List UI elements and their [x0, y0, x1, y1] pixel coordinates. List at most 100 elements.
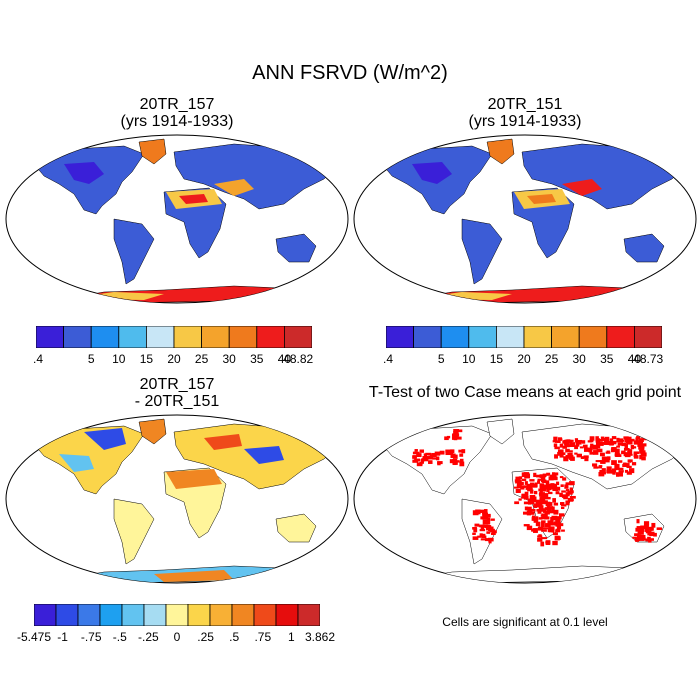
significant-cell — [617, 472, 623, 477]
significant-cell — [638, 446, 644, 450]
colorbar-label: 25 — [194, 352, 209, 366]
significant-cell — [553, 502, 559, 506]
panel3-title-line1: 20TR_157 — [139, 376, 215, 393]
significant-cell — [555, 528, 560, 533]
significant-cell — [543, 494, 549, 500]
panel1-title: 20TR_157 (yrs 1914-1933) — [4, 96, 350, 130]
colorbar-box — [606, 325, 635, 349]
significant-cell — [651, 522, 656, 528]
significant-cell — [555, 491, 560, 495]
significant-cell — [599, 452, 605, 457]
significant-cell — [531, 499, 537, 503]
significant-cell — [541, 513, 546, 519]
significant-cell — [633, 455, 639, 459]
colorbar-label: .5 — [229, 630, 240, 644]
significant-cell — [579, 446, 584, 449]
significant-cell — [633, 440, 640, 445]
significant-cell — [518, 498, 522, 501]
significant-cell — [439, 450, 445, 455]
significant-cell — [548, 510, 555, 514]
significant-cell — [473, 527, 478, 533]
colorbar-box — [90, 325, 120, 349]
significant-cell — [583, 455, 589, 459]
significant-cell — [637, 530, 642, 535]
significant-cell — [432, 457, 437, 460]
significant-cell — [624, 438, 629, 443]
significant-cell — [482, 510, 486, 515]
significant-cell — [616, 437, 620, 443]
significant-cell — [589, 451, 594, 455]
significant-cell — [585, 447, 591, 451]
significant-cell — [635, 537, 639, 542]
colorbar-box — [209, 603, 233, 627]
significant-cell — [541, 537, 548, 540]
significant-cell — [553, 509, 559, 515]
significant-cell — [544, 500, 548, 504]
significant-cell — [634, 533, 640, 537]
significant-cell — [563, 456, 569, 462]
panel2-map — [353, 134, 697, 304]
significant-cell — [640, 443, 647, 447]
colorbar-box — [146, 325, 175, 349]
significant-cell — [595, 442, 600, 447]
significant-cell — [574, 452, 578, 455]
significant-cell — [551, 528, 555, 533]
colorbar-box — [55, 603, 79, 627]
significant-cell — [604, 459, 610, 463]
significant-cell — [525, 487, 530, 490]
significant-cell — [539, 488, 543, 493]
panel4-map — [353, 414, 697, 584]
significant-cell — [412, 451, 418, 455]
significant-cell — [617, 442, 622, 446]
significant-cell — [559, 443, 564, 448]
significant-cell — [490, 518, 495, 521]
significant-cell — [454, 433, 460, 437]
significant-cell — [482, 519, 489, 525]
colorbar-box — [275, 603, 299, 627]
significant-cell — [554, 536, 561, 541]
significant-cell — [459, 453, 464, 457]
colorbar-box — [283, 325, 313, 349]
panel3-colorbar — [33, 603, 321, 627]
significant-cell — [521, 478, 527, 481]
significant-cell — [525, 507, 532, 511]
significant-cell — [556, 486, 561, 491]
significant-cell — [526, 525, 533, 531]
colorbar-label: 30 — [222, 352, 236, 366]
significant-cell — [453, 436, 458, 441]
significant-cell — [638, 538, 645, 541]
significant-cell — [640, 529, 644, 535]
significant-cell — [569, 450, 573, 453]
colorbar-label: 0 — [173, 630, 181, 644]
significant-cell — [481, 535, 487, 539]
significant-cell — [592, 463, 598, 467]
colorbar-box — [297, 603, 321, 627]
significant-cell — [420, 459, 424, 464]
colorbar-label: 10 — [462, 352, 476, 366]
panel1-landmasses — [33, 138, 340, 303]
significant-cell — [558, 452, 564, 456]
significant-cell — [425, 452, 432, 456]
significant-cell — [488, 537, 494, 542]
significant-cell — [537, 480, 541, 484]
significant-cell — [516, 482, 521, 488]
significant-cell — [639, 443, 643, 446]
significant-cell — [628, 436, 632, 442]
significant-cell — [527, 509, 533, 512]
significant-cell — [453, 429, 460, 432]
significant-cell — [480, 538, 487, 541]
significant-cell — [611, 460, 617, 465]
significant-cell — [414, 449, 418, 452]
significant-cell — [626, 463, 630, 468]
significant-cell — [570, 498, 574, 502]
significant-cell — [548, 476, 554, 481]
significant-cell — [486, 531, 491, 534]
significant-cell — [584, 457, 589, 462]
significant-cell — [456, 436, 462, 440]
colorbar-label: 1 — [288, 630, 295, 644]
significant-cell — [644, 524, 649, 529]
significant-cell — [461, 449, 466, 454]
significant-cell — [530, 511, 535, 515]
significant-cell — [624, 469, 629, 473]
significant-cell — [552, 498, 556, 503]
